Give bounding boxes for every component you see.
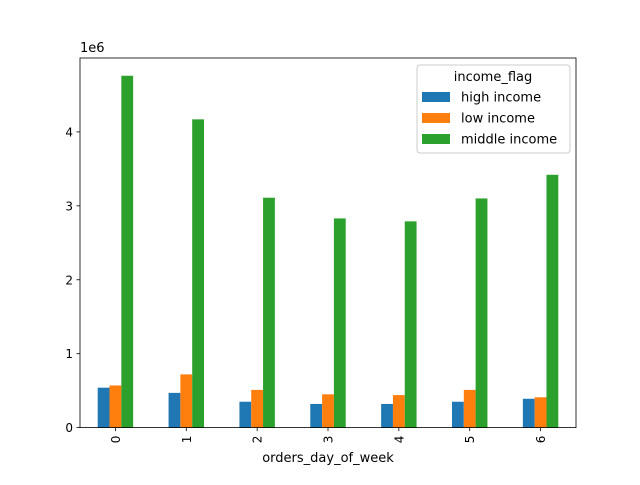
legend-box: [416, 64, 571, 154]
y-tick-label: 2: [65, 273, 73, 287]
bar-middle-income-day-6: [546, 174, 559, 428]
bar-high-income-day-1: [168, 392, 181, 428]
bar-high-income-day-6: [522, 398, 535, 428]
x-tick-label: 5: [463, 436, 477, 444]
y-offset-label: 1e6: [80, 41, 105, 56]
x-tick-label: 3: [322, 436, 336, 444]
legend-swatch-middle-income: [422, 134, 450, 144]
x-tick-label: 6: [534, 436, 548, 444]
bars-layer: [97, 75, 559, 428]
bar-low-income-day-2: [251, 389, 264, 428]
y-tick-label: 3: [65, 199, 73, 213]
x-tick-label: 0: [109, 436, 123, 444]
legend-label-middle-income: middle income: [461, 133, 557, 148]
bar-high-income-day-5: [452, 401, 464, 428]
bar-high-income-day-3: [310, 403, 323, 428]
bar-middle-income-day-3: [333, 218, 346, 428]
bar-low-income-day-4: [392, 395, 405, 428]
legend-title: income_flag: [454, 70, 533, 85]
y-tick-label: 0: [65, 421, 73, 435]
x-axis-label: orders_day_of_week: [262, 451, 394, 466]
bar-low-income-day-3: [322, 394, 334, 428]
bar-middle-income-day-0: [121, 75, 134, 428]
y-tick-label: 4: [65, 125, 73, 139]
bar-low-income-day-6: [534, 397, 547, 428]
legend-swatch-high-income: [422, 92, 450, 102]
bar-high-income-day-4: [381, 403, 393, 428]
bar-low-income-day-1: [180, 374, 193, 428]
bar-low-income-day-5: [463, 389, 476, 428]
y-axis-ticks: 0 1 2 3 4: [65, 125, 80, 435]
x-axis-ticks: 0 1 2 3 4 5 6: [109, 427, 548, 444]
legend: income_flag high income low income middle …: [416, 64, 571, 154]
plot-frame: [79, 57, 577, 429]
bar-low-income-day-0: [109, 385, 122, 428]
legend-items: high income low income middle income: [422, 91, 557, 148]
legend-label-low-income: low income: [461, 112, 535, 127]
x-tick-label: 2: [251, 436, 265, 444]
bar-middle-income-day-5: [475, 198, 488, 428]
legend-label-high-income: high income: [461, 91, 541, 106]
y-tick-label: 1: [65, 347, 73, 361]
bar-middle-income-day-4: [404, 221, 417, 428]
bar-middle-income-day-2: [263, 197, 275, 428]
bar-high-income-day-0: [97, 387, 110, 428]
legend-swatch-low-income: [422, 113, 450, 123]
bar-middle-income-day-1: [192, 119, 204, 428]
x-tick-label: 1: [180, 436, 194, 444]
bar-high-income-day-2: [239, 401, 252, 428]
x-tick-label: 4: [392, 436, 406, 444]
